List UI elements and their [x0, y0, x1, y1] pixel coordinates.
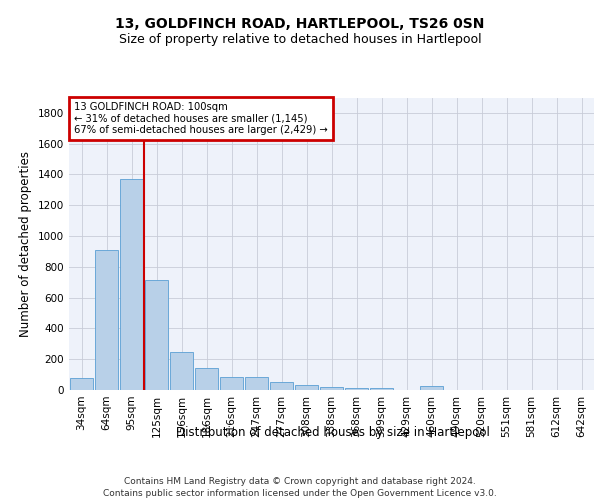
Bar	[220, 377, 243, 390]
Text: 13, GOLDFINCH ROAD, HARTLEPOOL, TS26 0SN: 13, GOLDFINCH ROAD, HARTLEPOOL, TS26 0SN	[115, 18, 485, 32]
Bar	[95, 250, 118, 390]
Bar	[370, 388, 393, 390]
Bar	[295, 386, 318, 390]
Bar	[320, 387, 343, 390]
Bar	[270, 382, 293, 390]
Text: Contains HM Land Registry data © Crown copyright and database right 2024.
Contai: Contains HM Land Registry data © Crown c…	[103, 476, 497, 498]
Bar	[170, 352, 193, 390]
Bar	[70, 378, 93, 390]
Bar	[420, 386, 443, 390]
Bar	[120, 179, 143, 390]
Y-axis label: Number of detached properties: Number of detached properties	[19, 151, 32, 337]
Text: Distribution of detached houses by size in Hartlepool: Distribution of detached houses by size …	[176, 426, 490, 439]
Text: 13 GOLDFINCH ROAD: 100sqm
← 31% of detached houses are smaller (1,145)
67% of se: 13 GOLDFINCH ROAD: 100sqm ← 31% of detac…	[74, 102, 328, 135]
Bar	[345, 388, 368, 390]
Text: Size of property relative to detached houses in Hartlepool: Size of property relative to detached ho…	[119, 32, 481, 46]
Bar	[245, 377, 268, 390]
Bar	[195, 368, 218, 390]
Bar	[145, 280, 168, 390]
